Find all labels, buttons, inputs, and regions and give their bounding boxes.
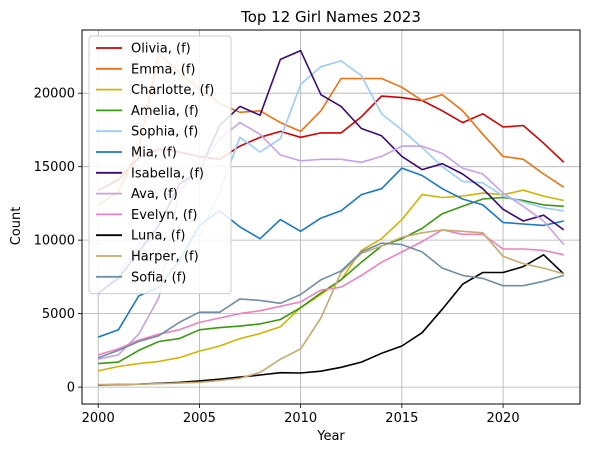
- legend-label: Sofia, (f): [131, 270, 186, 285]
- series-line-3: [98, 196, 564, 365]
- x-axis-title: Year: [316, 429, 345, 444]
- legend-label: Amelia, (f): [131, 104, 199, 119]
- y-tick-label: 5000: [42, 307, 75, 322]
- x-tick-label: 2010: [284, 411, 317, 426]
- legend-label: Sophia, (f): [131, 125, 198, 140]
- y-tick-label: 0: [67, 381, 75, 396]
- plot-frame: [81, 29, 581, 405]
- legend: Olivia, (f) Emma, (f) Charlotte, (f) Amelia…: [88, 35, 232, 295]
- chart-title: Top 12 Girl Names 2023: [240, 8, 421, 26]
- x-axis: 2000 2005 2010 2015 2020: [82, 404, 520, 426]
- series-line-11: [97, 242, 565, 359]
- legend-label: Harper, (f): [131, 250, 199, 265]
- x-tick-label: 2005: [183, 411, 216, 426]
- x-tick-label: 2020: [487, 411, 520, 426]
- x-tick-label: 2000: [82, 411, 115, 426]
- legend-label: Isabella, (f): [131, 166, 204, 181]
- series-line-10: [98, 229, 565, 386]
- legend-label: Luna, (f): [131, 229, 185, 244]
- y-axis-title: Count: [9, 207, 24, 246]
- legend-label: Ava, (f): [131, 187, 178, 202]
- x-tick-label: 2015: [385, 411, 418, 426]
- legend-label: Charlotte, (f): [131, 83, 214, 98]
- legend-box: [88, 35, 232, 295]
- y-tick-label: 10000: [34, 234, 75, 249]
- legend-label: Mia, (f): [131, 146, 177, 161]
- legend-label: Olivia, (f): [131, 42, 191, 57]
- legend-label: Evelyn, (f): [131, 208, 197, 223]
- y-tick-label: 15000: [34, 160, 75, 175]
- y-axis: 0 5000 10000 15000 20000: [34, 87, 82, 396]
- y-tick-label: 20000: [34, 87, 75, 102]
- legend-label: Emma, (f): [131, 62, 196, 77]
